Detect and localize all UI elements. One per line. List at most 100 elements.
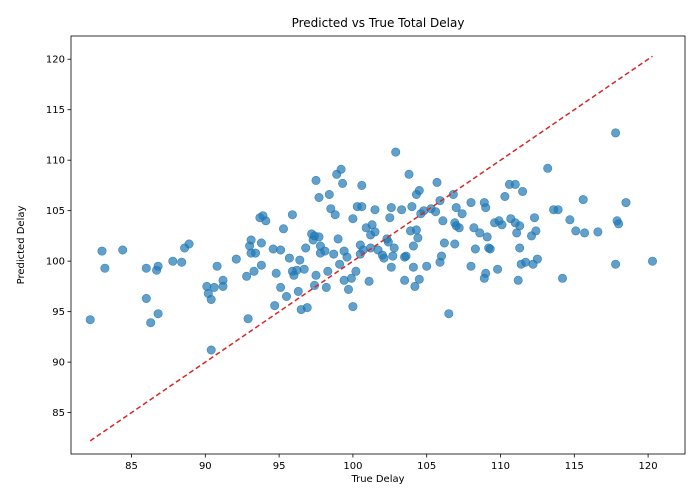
data-point xyxy=(270,301,280,311)
data-point xyxy=(358,245,368,255)
y-tick-label: 115 xyxy=(46,105,65,116)
data-point xyxy=(287,210,297,220)
data-point xyxy=(261,216,271,226)
data-point xyxy=(323,266,333,276)
data-point xyxy=(593,227,603,237)
x-tick-label: 115 xyxy=(565,461,584,472)
data-point xyxy=(370,205,380,215)
y-tick-label: 85 xyxy=(52,408,65,419)
data-point xyxy=(397,205,407,215)
x-tick-label: 90 xyxy=(199,461,212,472)
data-point xyxy=(146,318,156,328)
data-point xyxy=(293,286,303,296)
data-point xyxy=(454,223,464,233)
data-point xyxy=(338,178,348,188)
data-point xyxy=(85,315,95,325)
data-point xyxy=(621,198,631,208)
data-point xyxy=(268,244,278,254)
y-tick-label: 110 xyxy=(46,156,65,167)
data-point xyxy=(531,226,541,236)
y-tick-label: 90 xyxy=(52,358,65,369)
data-point xyxy=(141,293,151,303)
data-point xyxy=(335,259,345,269)
data-point xyxy=(493,264,503,274)
data-point xyxy=(292,265,302,275)
data-point xyxy=(543,163,553,173)
data-point xyxy=(320,246,330,256)
x-axis-label: True Delay xyxy=(350,474,404,485)
data-point xyxy=(532,254,542,264)
data-point xyxy=(439,238,449,248)
data-point xyxy=(435,196,445,206)
data-point xyxy=(284,253,294,263)
data-point xyxy=(351,266,361,276)
data-point xyxy=(342,252,352,262)
data-point xyxy=(571,226,581,236)
data-point xyxy=(578,195,588,205)
axes-frame xyxy=(70,35,686,455)
data-point xyxy=(614,219,624,229)
data-point xyxy=(411,225,421,235)
data-point xyxy=(529,213,539,223)
data-point xyxy=(515,243,525,253)
data-point xyxy=(500,192,510,202)
data-point xyxy=(348,302,358,312)
data-point xyxy=(408,241,418,251)
data-point xyxy=(557,273,567,283)
x-axis: 85 90 95 100 105 110 115 120 xyxy=(125,454,658,472)
data-point xyxy=(466,261,476,271)
data-point xyxy=(343,284,353,294)
x-tick-label: 85 xyxy=(125,461,138,472)
data-point xyxy=(153,309,163,319)
data-point xyxy=(510,179,520,189)
data-point xyxy=(410,281,420,291)
data-point xyxy=(386,262,396,272)
data-point xyxy=(256,260,266,270)
data-point xyxy=(370,227,380,237)
plot-area xyxy=(85,55,657,442)
data-point xyxy=(497,220,507,230)
data-point xyxy=(311,175,321,185)
data-point xyxy=(346,273,356,283)
data-point xyxy=(647,256,657,266)
x-tick-label: 95 xyxy=(273,461,286,472)
data-point xyxy=(218,281,228,291)
data-point xyxy=(565,215,575,225)
x-tick-label: 120 xyxy=(639,461,658,472)
y-axis: 85 90 95 100 105 110 115 120 xyxy=(46,55,71,419)
data-point xyxy=(326,204,336,214)
y-tick-label: 95 xyxy=(52,307,65,318)
data-point xyxy=(475,228,485,238)
data-point xyxy=(357,202,367,212)
data-point xyxy=(276,245,286,255)
data-point xyxy=(485,244,495,254)
data-point xyxy=(271,268,281,278)
data-point xyxy=(379,253,389,263)
data-point xyxy=(400,275,410,285)
data-point xyxy=(177,257,187,267)
data-point xyxy=(611,128,621,138)
data-point xyxy=(518,187,528,197)
data-point xyxy=(364,276,374,286)
data-point xyxy=(611,259,621,269)
data-point xyxy=(391,147,401,157)
data-point xyxy=(311,270,321,280)
data-point xyxy=(281,291,291,301)
data-point xyxy=(97,246,107,256)
data-point xyxy=(438,216,448,226)
data-point xyxy=(388,251,398,261)
data-point xyxy=(513,275,523,285)
data-point xyxy=(278,224,288,234)
data-point xyxy=(348,214,358,224)
data-point xyxy=(404,169,414,179)
data-point xyxy=(457,209,467,219)
data-point xyxy=(444,309,454,319)
y-axis-label: Predicted Delay xyxy=(16,206,27,285)
data-point xyxy=(100,263,110,273)
data-point xyxy=(333,234,343,244)
data-point xyxy=(301,243,311,253)
data-point xyxy=(482,232,492,242)
data-point xyxy=(422,261,432,271)
